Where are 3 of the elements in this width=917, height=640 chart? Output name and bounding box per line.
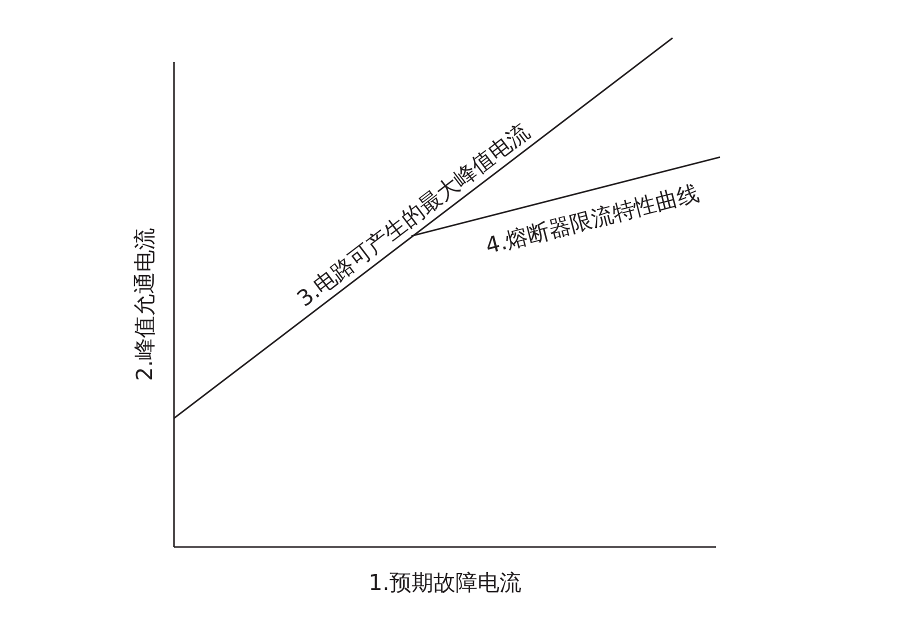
text: 4.熔断器限流特性曲线 xyxy=(483,180,702,260)
x-axis-title: 1.预期故障电流 xyxy=(368,571,522,596)
y-axis-title: 2.峰值允通电流 xyxy=(133,228,158,381)
